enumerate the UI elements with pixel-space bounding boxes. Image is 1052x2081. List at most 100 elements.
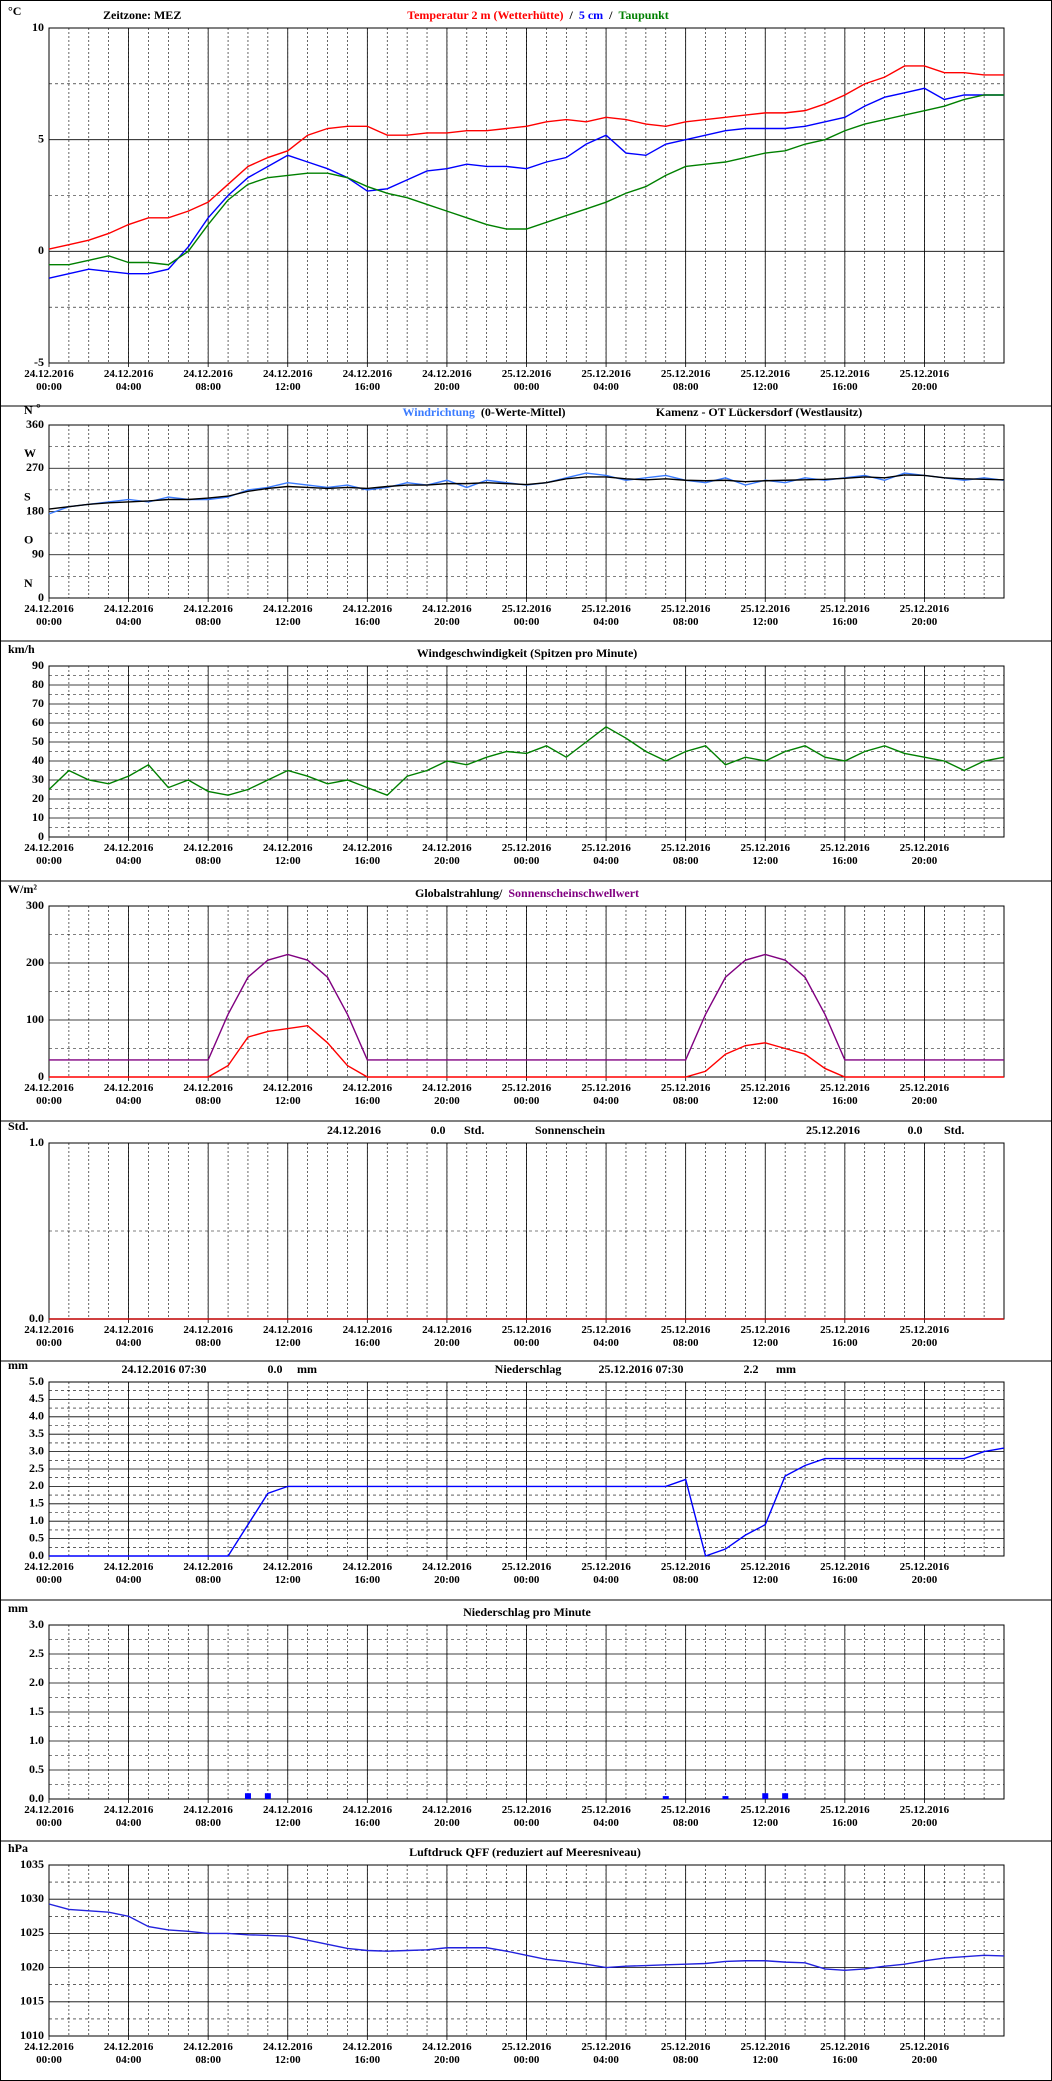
y-tick-label: 10: [32, 810, 44, 824]
x-tick-label: 24.12.2016 08:00: [183, 842, 233, 867]
y-tick-label: 3.0: [29, 1617, 44, 1631]
y-tick-letter: N: [24, 403, 33, 417]
data-line: [49, 1447, 1005, 1557]
y-unit: mm: [8, 1601, 28, 1615]
x-tick-label: 24.12.2016 20:00: [422, 842, 472, 867]
x-tick-label: 24.12.2016 04:00: [103, 603, 154, 628]
x-tick-label: 24.12.2016 16:00: [342, 2041, 393, 2066]
y-unit: W/m²: [8, 882, 37, 896]
station: Kamenz - OT Lückersdorf (Westlausitz): [656, 405, 862, 419]
total-unit: mm: [776, 1362, 796, 1376]
y-tick-label: 1015: [20, 1994, 44, 2008]
x-tick-label: 25.12.2016 20:00: [899, 2041, 950, 2066]
x-tick-label: 25.12.2016 08:00: [660, 842, 711, 867]
plot-frame: [48, 665, 1005, 838]
x-tick-label: 24.12.2016 00:00: [24, 1082, 74, 1107]
x-tick-label: 25.12.2016 12:00: [740, 603, 791, 628]
y-tick-label: 1.5: [29, 1496, 44, 1510]
bar: [762, 1793, 769, 1799]
x-tick-label: 25.12.2016 16:00: [820, 1804, 870, 1829]
data-line: [48, 725, 1005, 797]
y-tick-letter: W: [24, 446, 36, 460]
y-tick-label: 270: [26, 460, 44, 474]
x-tick-label: 25.12.2016 20:00: [899, 603, 950, 628]
x-tick-label: 25.12.2016 08:00: [660, 1804, 711, 1829]
y-unit: mm: [8, 1358, 28, 1372]
chart-title: Sonnenschein: [535, 1123, 605, 1137]
x-tick-label: 25.12.2016 16:00: [820, 1561, 870, 1586]
x-tick-label: 25.12.2016 12:00: [740, 1082, 791, 1107]
x-tick-label: 24.12.2016 00:00: [24, 842, 74, 867]
x-tick-label: 24.12.2016 12:00: [263, 1324, 313, 1349]
y-tick-label: 0.0: [29, 1791, 44, 1805]
x-tick-label: 25.12.2016 16:00: [820, 1082, 870, 1107]
x-tick-label: 25.12.2016 00:00: [501, 1082, 552, 1107]
y-tick-label: 20: [32, 791, 44, 805]
legend-separator: /: [608, 8, 613, 22]
plot-frame: [48, 1381, 1005, 1557]
x-tick-label: 24.12.2016 20:00: [422, 1324, 472, 1349]
y-tick-label: 5.0: [29, 1374, 44, 1388]
x-tick-label: 25.12.2016 08:00: [660, 1082, 711, 1107]
x-tick-label: 25.12.2016 04:00: [581, 1324, 631, 1349]
x-tick-label: 25.12.2016 12:00: [740, 2041, 791, 2066]
y-tick-label: 80: [32, 677, 44, 691]
x-tick-label: 24.12.2016 04:00: [103, 368, 154, 393]
y-tick-label: 1020: [20, 1959, 44, 1973]
y-tick-label: 4.0: [29, 1409, 44, 1423]
x-tick-label: 24.12.2016 08:00: [183, 603, 233, 628]
x-tick-label: 24.12.2016 04:00: [103, 1804, 154, 1829]
legend-entry: (0-Werte-Mittel): [481, 405, 566, 419]
x-tick-label: 24.12.2016 04:00: [103, 842, 154, 867]
bar: [244, 1793, 251, 1799]
x-tick-label: 24.12.2016 20:00: [422, 1082, 472, 1107]
x-tick-label: 24.12.2016 16:00: [342, 368, 393, 393]
y-tick-letter: S: [24, 489, 31, 503]
chart-title: Niederschlag pro Minute: [463, 1605, 591, 1619]
total-value: 2.2: [744, 1362, 759, 1376]
total-unit: Std.: [944, 1123, 964, 1137]
x-tick-label: 25.12.2016 12:00: [740, 842, 791, 867]
x-tick-label: 24.12.2016 16:00: [342, 1082, 393, 1107]
x-tick-label: 25.12.2016 08:00: [660, 1561, 711, 1586]
total-date: 24.12.2016: [327, 1123, 381, 1137]
y-tick-label: 2.0: [29, 1675, 44, 1689]
x-tick-label: 25.12.2016 12:00: [740, 368, 791, 393]
total-unit: mm: [297, 1362, 317, 1376]
y-tick-label: 0: [38, 1069, 44, 1083]
total-date: 25.12.2016 07:30: [599, 1362, 684, 1376]
y-tick-label: 1010: [20, 2028, 44, 2042]
x-tick-label: 25.12.2016 16:00: [820, 842, 870, 867]
y-tick-label: 180: [26, 503, 44, 517]
chart-header: Globalstrahlung/Sonnenscheinschwellwert: [415, 886, 639, 900]
legend-entry: Temperatur 2 m (Wetterhütte): [407, 8, 563, 22]
x-tick-label: 25.12.2016 00:00: [501, 368, 552, 393]
x-tick-label: 24.12.2016 08:00: [183, 1324, 233, 1349]
y-unit: hPa: [8, 1841, 28, 1855]
total-date: 24.12.2016 07:30: [122, 1362, 207, 1376]
y-tick-label: 100: [26, 1012, 44, 1026]
bar: [722, 1796, 729, 1799]
x-tick-label: 24.12.2016 04:00: [103, 2041, 154, 2066]
y-tick-label: 90: [32, 547, 44, 561]
y-tick-label: 30: [32, 772, 44, 786]
y-tick-label: 1.0: [29, 1135, 44, 1149]
data-line: [48, 87, 1004, 279]
x-tick-label: 24.12.2016 16:00: [342, 603, 393, 628]
chart-title: Niederschlag: [495, 1362, 562, 1376]
chart-header: Luftdruck QFF (reduziert auf Meeresnivea…: [409, 1845, 641, 1859]
x-tick-label: 24.12.2016 20:00: [422, 2041, 472, 2066]
x-tick-label: 24.12.2016 00:00: [24, 2041, 74, 2066]
y-tick-label: 1025: [20, 1925, 44, 1939]
bar: [782, 1793, 789, 1799]
total-date: 25.12.2016: [806, 1123, 860, 1137]
plot-frame: [48, 1624, 1005, 1800]
y-tick-label: 2.0: [29, 1478, 44, 1492]
y-tick-label: 0: [38, 829, 44, 843]
x-tick-label: 24.12.2016 04:00: [103, 1324, 154, 1349]
y-tick-label: 0.5: [29, 1530, 44, 1544]
x-tick-label: 24.12.2016 20:00: [422, 368, 472, 393]
x-tick-label: 24.12.2016 08:00: [183, 1561, 233, 1586]
y-tick-label: 60: [32, 715, 44, 729]
